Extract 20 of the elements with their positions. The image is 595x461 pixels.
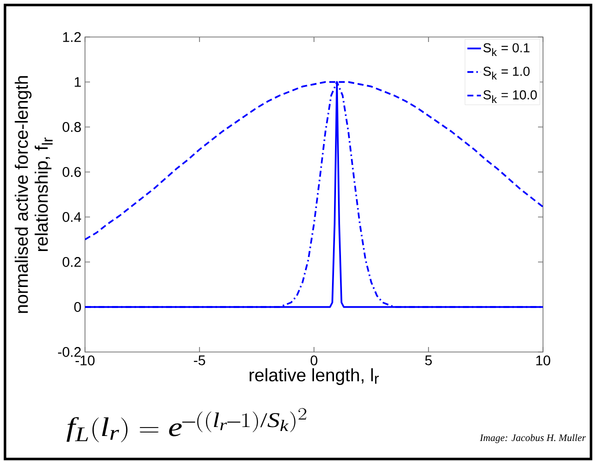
y-tick-label: 0.4 [62, 212, 82, 222]
y-tick-label: 1 [74, 77, 81, 87]
x-tick-label: 5 [425, 356, 432, 366]
y-tick-label: 0.2 [62, 257, 81, 267]
y-tick-label: 0.6 [62, 167, 81, 177]
y-tick-label: -0.2 [58, 347, 81, 357]
x-axis-title: relative length, l$_{r}$ [250, 368, 379, 385]
x-tick-label: 0 [310, 356, 318, 366]
x-tick-label: -10 [76, 356, 95, 366]
legend-label: S$_{k}$ = 0.1 [483, 43, 530, 56]
text: Image: Jacobus H. Muller [480, 434, 586, 444]
legend-label: S$_{k}$ = 1.0 [483, 66, 530, 80]
y-axis-title: normalised active force-length relationship, f$_{lr}$ [14, 76, 53, 313]
text: $f_L(l_r) = e^{-((l_r-1)/S_k)^2}$ [66, 408, 306, 442]
x-tick-label: 10 [536, 356, 550, 366]
legend-label: S$_{k}$ = 10.0 [483, 90, 537, 104]
y-tick-label: 0.8 [62, 122, 81, 132]
y-tick-label: 0 [74, 302, 81, 312]
x-tick-label: -5 [194, 356, 206, 366]
y-tick-label: 1.2 [63, 32, 81, 42]
